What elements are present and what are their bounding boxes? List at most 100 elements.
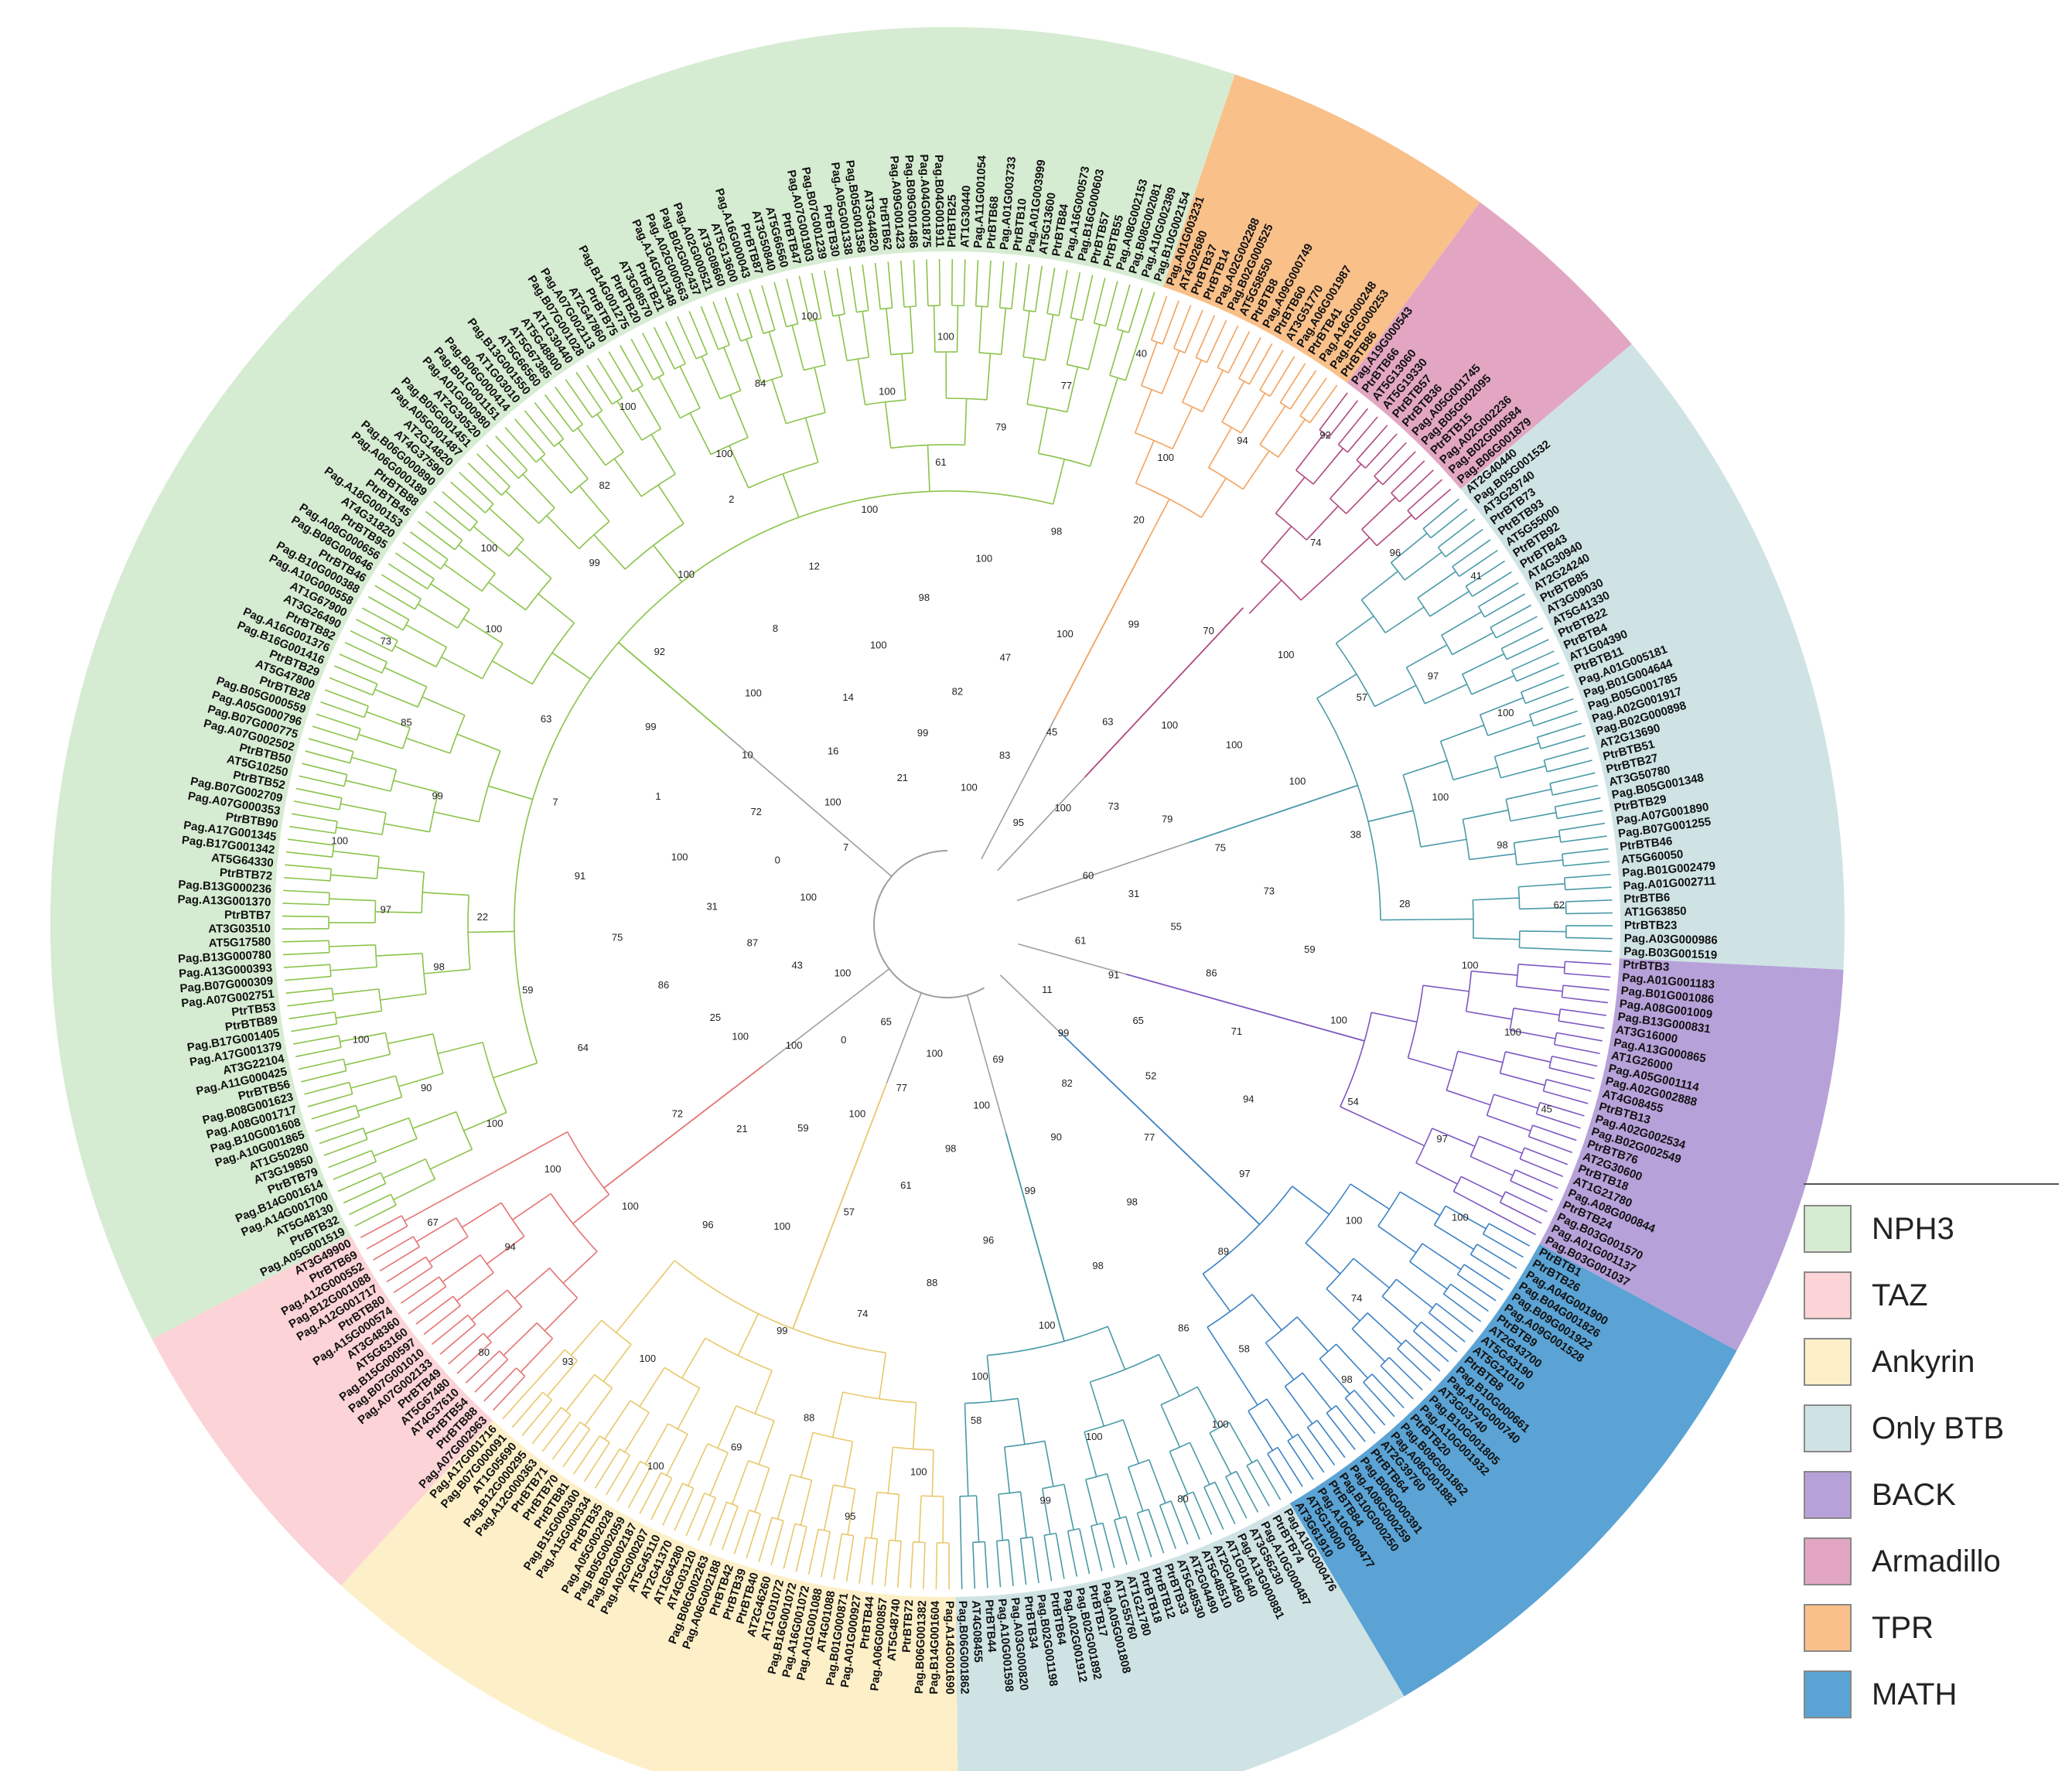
leaf-branch <box>1506 639 1549 660</box>
internal-branch <box>1417 571 1456 599</box>
leaf-branch <box>285 988 333 995</box>
leaf-branch <box>1516 662 1560 682</box>
bootstrap-value: 99 <box>1128 619 1139 630</box>
leaf-branch <box>292 1035 340 1045</box>
leaf-branch <box>1437 518 1476 548</box>
internal-branch <box>340 803 387 814</box>
internal-branch <box>1248 1411 1274 1452</box>
leaf-branch <box>1405 1339 1441 1372</box>
internal-branch <box>1381 1295 1418 1327</box>
leaf-branch <box>308 738 353 752</box>
leaf-branch <box>1287 1440 1314 1480</box>
leaf-branch <box>1184 309 1203 353</box>
internal-branch <box>463 618 503 644</box>
leaf-branch <box>394 552 435 580</box>
bootstrap-value: 98 <box>1497 839 1507 851</box>
leaf-branch <box>662 1483 684 1526</box>
bootstrap-value: 100 <box>486 623 503 635</box>
internal-branch <box>546 515 580 550</box>
clade-stem <box>1005 1132 1065 1342</box>
root-branch <box>966 995 1007 1133</box>
leaf-branch <box>1070 272 1081 319</box>
leaf-branch <box>307 1093 353 1107</box>
branch-arc <box>1203 1481 1216 1488</box>
leaf-branch <box>368 595 410 620</box>
leaf-branch <box>1078 1528 1091 1575</box>
branch-arc <box>1259 389 1271 398</box>
leaf-branch <box>896 1541 902 1588</box>
internal-branch <box>1019 1491 1027 1538</box>
clade-band-tpr <box>1162 74 1480 383</box>
internal-branch <box>1409 1261 1448 1290</box>
leaf-branch <box>282 940 329 943</box>
bootstrap-value: 82 <box>952 685 963 697</box>
bootstrap-value: 100 <box>639 1353 656 1364</box>
internal-branch <box>956 305 959 353</box>
internal-branch <box>758 1420 775 1465</box>
leaf-branch <box>1555 797 1601 807</box>
internal-branch <box>616 401 643 441</box>
leaf-branch <box>302 763 347 776</box>
bootstrap-value: 98 <box>1051 526 1062 537</box>
bootstrap-value: 99 <box>432 790 442 801</box>
leaf-branch <box>1148 1509 1165 1554</box>
legend-item-back: BACK <box>1804 1462 2059 1528</box>
internal-branch <box>1479 1135 1523 1155</box>
bootstrap-value: 100 <box>862 503 879 515</box>
leaf-branch <box>456 1341 492 1374</box>
internal-branch <box>1471 675 1514 695</box>
bootstrap-value: 100 <box>716 448 733 459</box>
internal-branch <box>1350 1183 1390 1210</box>
internal-branch <box>1000 308 1007 355</box>
bootstrap-value: 45 <box>1541 1103 1551 1114</box>
root-branch <box>999 974 1060 1032</box>
internal-branch <box>544 1297 579 1332</box>
branch-arc <box>736 1405 775 1421</box>
internal-branch <box>522 473 555 509</box>
leaf-label: Pag.A13G001370 <box>177 893 271 909</box>
leaf-branch <box>821 1531 831 1578</box>
internal-branch <box>1425 684 1468 705</box>
root-branch <box>886 992 922 1083</box>
leaf-label: Pag.B13G000236 <box>178 878 272 896</box>
leaf-branch <box>1382 451 1416 486</box>
leaf-branch <box>1248 343 1273 385</box>
bootstrap-value: 88 <box>804 1411 814 1423</box>
internal-branch <box>1453 1190 1495 1214</box>
branch-arc <box>979 352 1002 356</box>
leaf-branch <box>926 259 929 306</box>
leaf-branch <box>344 641 387 663</box>
leaf-branch <box>338 1172 381 1193</box>
leaf-branch <box>1484 593 1525 618</box>
internal-branch <box>800 1432 814 1478</box>
leaf-branch <box>1565 899 1613 903</box>
branch-arc <box>809 318 821 322</box>
branch-arc <box>1505 799 1511 821</box>
bootstrap-value: 98 <box>1092 1260 1103 1271</box>
bootstrap-value: 100 <box>879 386 896 398</box>
legend-item-only-btb: Only BTB <box>1804 1395 2059 1462</box>
leaf-branch <box>348 1193 391 1216</box>
leaf-branch <box>295 1046 342 1058</box>
internal-branch <box>1361 496 1396 531</box>
leaf-branch <box>746 1513 762 1559</box>
root-branch <box>723 732 893 877</box>
leaf-branch <box>874 262 881 309</box>
bootstrap-value: 100 <box>971 1370 988 1382</box>
bootstrap-value: 64 <box>578 1042 589 1053</box>
leaf-branch <box>833 1534 843 1580</box>
clade-band-ankyrin <box>341 1420 958 1771</box>
leaf-branch <box>1494 1212 1536 1236</box>
leaf-branch <box>594 1449 620 1489</box>
leaf-branch <box>1557 810 1603 820</box>
leaf-branch <box>450 481 486 514</box>
bootstrap-value: 100 <box>824 797 841 808</box>
internal-branch <box>1202 1273 1231 1312</box>
internal-branch <box>1340 1106 1383 1127</box>
internal-branch <box>1351 1328 1386 1363</box>
internal-branch <box>1519 930 1566 933</box>
leaf-branch <box>871 1538 879 1585</box>
leaf-branch <box>1521 674 1565 693</box>
leaf-branch <box>373 1236 414 1261</box>
leaf-branch <box>1478 582 1519 608</box>
